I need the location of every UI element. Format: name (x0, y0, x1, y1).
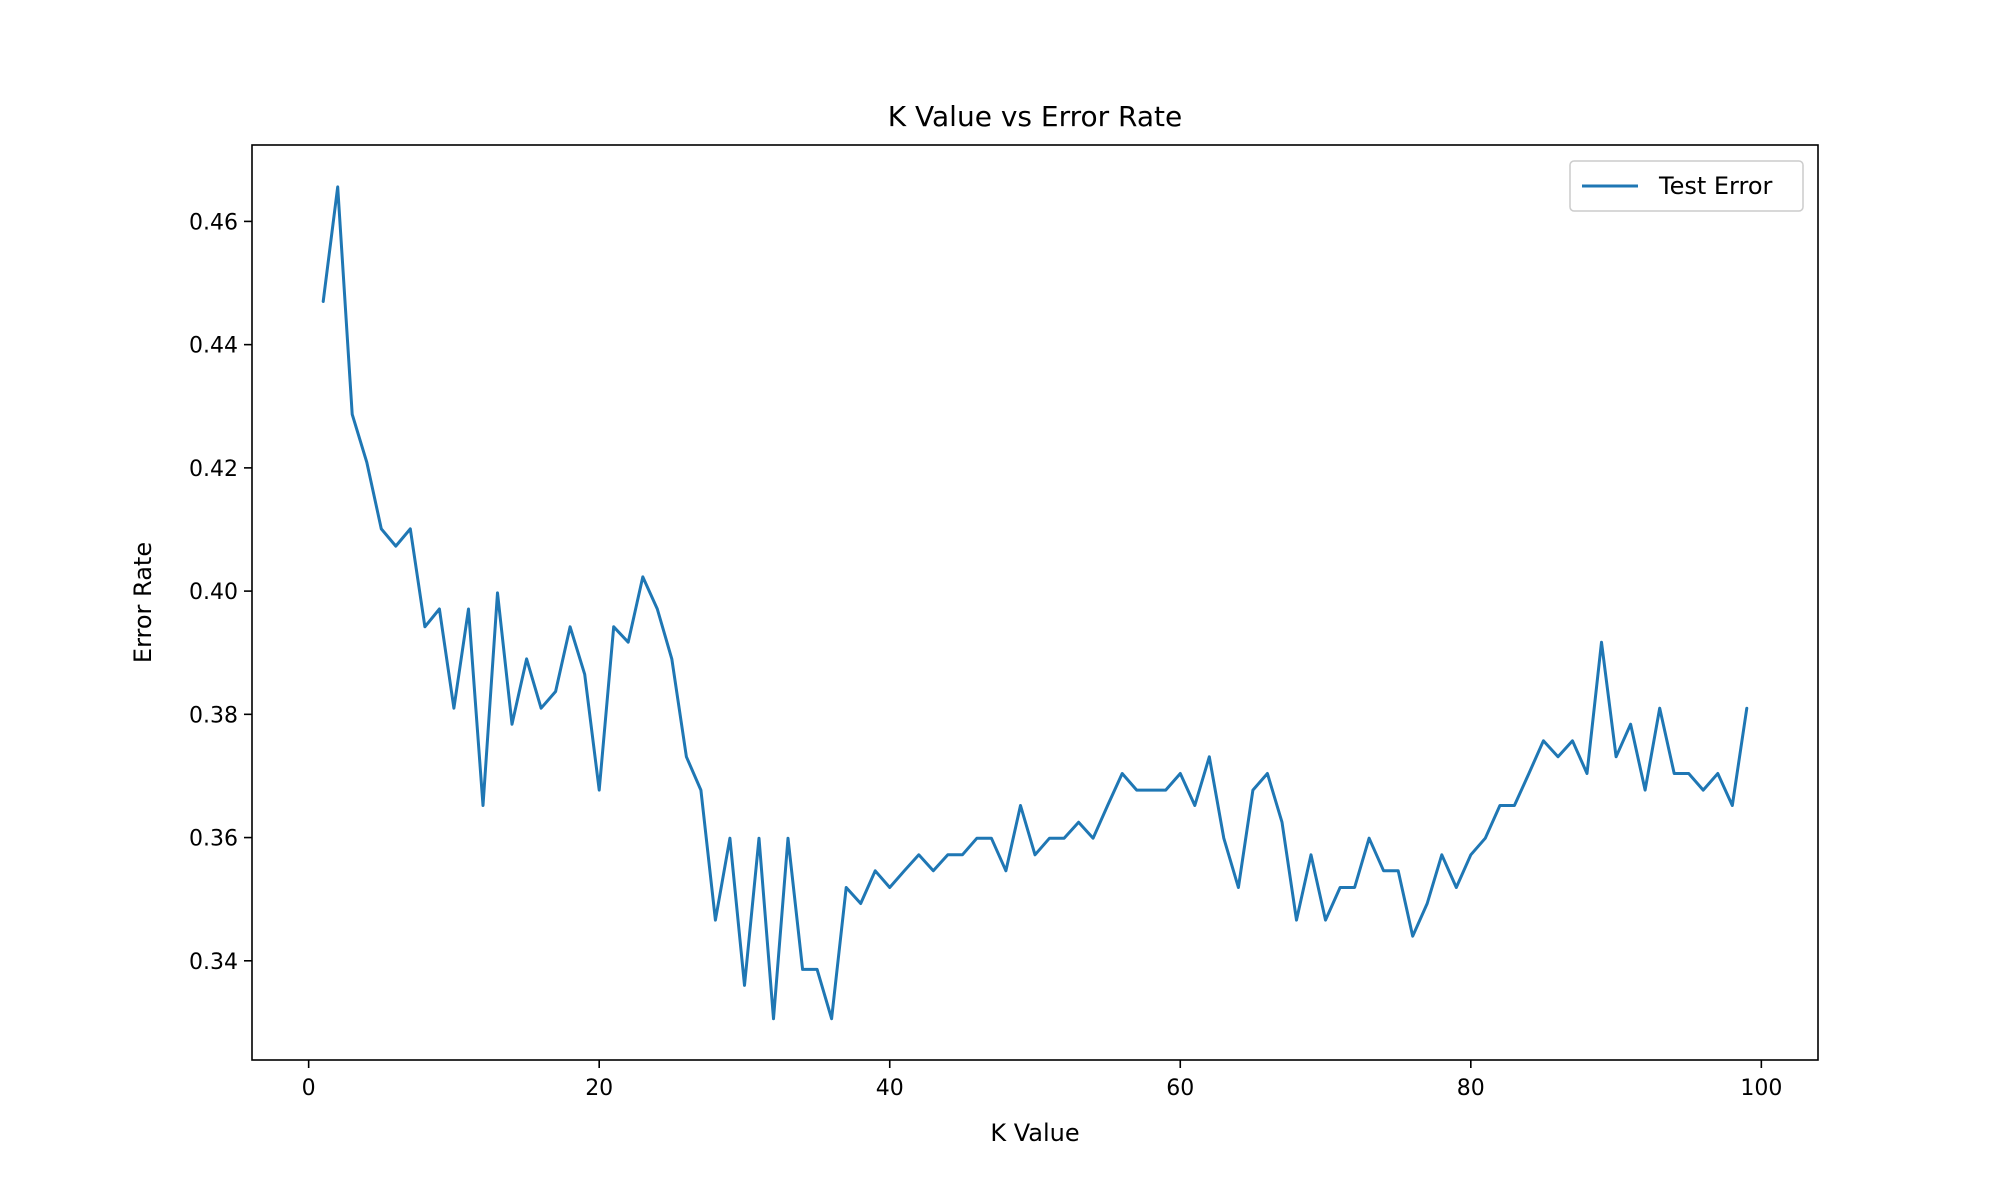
y-tick-label: 0.40 (189, 580, 238, 605)
y-tick-label: 0.42 (189, 457, 238, 482)
x-tick-label: 100 (1740, 1076, 1782, 1101)
series-line (321, 185, 1749, 1021)
plot-area-frame (251, 144, 1819, 1061)
x-axis-ticks: 0 20 40 60 80 100 (302, 1060, 1782, 1101)
y-tick-label: 0.38 (189, 703, 238, 728)
legend-box (1569, 160, 1804, 212)
y-tick-label: 0.36 (189, 827, 238, 852)
y-tick-label: 0.44 (189, 334, 238, 359)
legend: Test Error (1569, 160, 1804, 212)
x-axis-label: K Value (990, 1119, 1079, 1147)
chart-title: K Value vs Error Rate (888, 100, 1182, 133)
y-axis-label: Error Rate (129, 542, 157, 663)
x-tick-label: 0 (302, 1076, 316, 1101)
y-tick-label: 0.46 (189, 210, 238, 235)
x-tick-label: 60 (1166, 1076, 1194, 1101)
x-tick-label: 20 (585, 1076, 613, 1101)
y-tick-label: 0.34 (189, 950, 238, 975)
x-tick-label: 40 (876, 1076, 904, 1101)
legend-label: Test Error (1658, 172, 1773, 200)
series-group (321, 185, 1749, 1021)
y-axis-ticks: 0.34 0.36 0.38 0.40 0.42 0.44 0.46 (189, 210, 252, 975)
x-tick-label: 80 (1457, 1076, 1485, 1101)
